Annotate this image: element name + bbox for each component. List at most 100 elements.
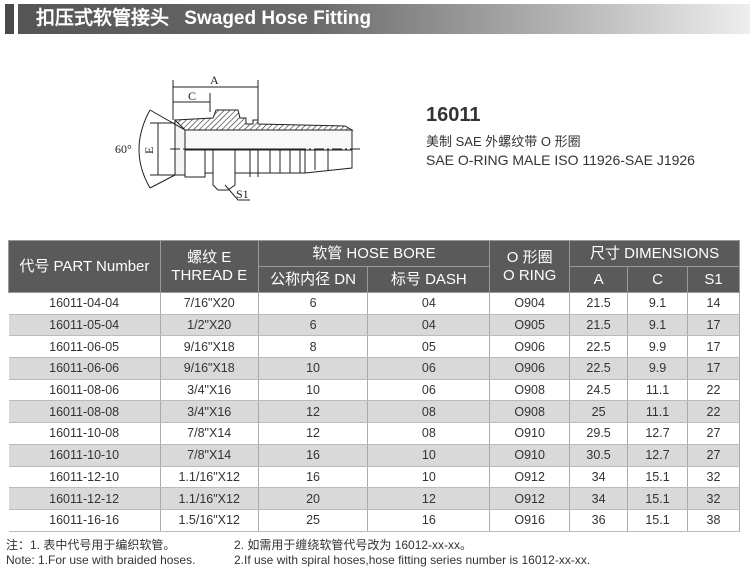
cell-dim-a: 22.5 [569,357,629,380]
cell-part-number: 16011-08-06 [8,379,161,402]
note-en-1: Note: 1.For use with braided hoses. [6,553,196,567]
cell-part-number: 16011-04-04 [8,292,161,315]
cell-o-ring: O910 [489,422,571,445]
product-info: 16011 美制 SAE 外螺纹带 O 形圈 SAE O-RING MALE I… [426,104,695,168]
label-angle: 60° [115,142,132,156]
cell-part-number: 16011-08-08 [8,400,161,424]
col-dimensions: 尺寸 DIMENSIONS [569,240,740,267]
cell-dim-c: 9.9 [627,357,688,380]
cell-dim-c: 9.9 [627,335,688,359]
cell-dn: 25 [258,509,369,532]
cell-thread: 7/16"X20 [160,292,259,315]
cell-thread: 7/8"X14 [160,422,259,445]
col-thread-cn: 螺纹 E [187,248,232,266]
cell-dn: 16 [258,444,369,467]
label-e: E [142,147,156,154]
cell-part-number: 16011-06-05 [8,335,161,359]
cell-dim-a: 34 [569,466,629,489]
col-thread: 螺纹 E THREAD E [159,240,259,293]
table-row: 16011-16-16 1.5/16"X12 25 16 O916 36 15.1 38 [8,509,740,532]
cell-o-ring: O906 [489,357,571,380]
cell-dim-s1: 14 [687,292,740,315]
cell-dim-c: 11.1 [627,379,688,402]
col-oring-en: O RING [503,266,557,284]
note-cn-1: 注：1. 表中代号用于编织软管。 [6,538,176,552]
cell-dn: 10 [258,357,369,380]
table-row: 16011-05-04 1/2"X20 6 04 O905 21.5 9.1 17 [8,314,740,337]
cell-thread: 9/16"X18 [160,357,259,380]
cell-dn: 12 [258,400,369,424]
cell-o-ring: O906 [489,335,571,359]
col-dash: 标号 DASH [367,266,491,293]
cell-part-number: 16011-12-10 [8,466,161,489]
table-row: 16011-06-06 9/16"X18 10 06 O906 22.5 9.9 17 [8,357,740,380]
cell-dash: 10 [367,444,491,467]
header-accent [5,4,14,34]
cell-dn: 10 [258,379,369,402]
cell-dim-s1: 32 [687,487,740,510]
cell-dash: 06 [367,357,491,380]
cell-dn: 6 [258,314,369,337]
table-row: 16011-10-10 7/8"X14 16 10 O910 30.5 12.7 27 [8,444,740,467]
cell-part-number: 16011-12-12 [8,487,161,510]
cell-part-number: 16011-06-06 [8,357,161,380]
cell-dim-c: 9.1 [627,292,688,315]
cell-thread: 1.5/16"X12 [160,509,259,532]
table-row: 16011-12-10 1.1/16"X12 16 10 O912 34 15.1 32 [8,466,740,489]
cell-part-number: 16011-10-08 [8,422,161,445]
cell-dim-c: 15.1 [627,466,688,489]
cell-dash: 12 [367,487,491,510]
cell-thread: 3/4"X16 [160,379,259,402]
cell-dim-s1: 22 [687,379,740,402]
cell-thread: 1.1/16"X12 [160,487,259,510]
cell-dash: 06 [367,379,491,402]
cell-dim-s1: 17 [687,357,740,380]
col-part: 代号 PART Number [8,240,161,293]
table-row: 16011-10-08 7/8"X14 12 08 O910 29.5 12.7 27 [8,422,740,445]
col-hose-bore: 软管 HOSE BORE [257,240,491,267]
cell-dash: 16 [367,509,491,532]
note-en-2: 2.If use with spiral hoses,hose fitting … [234,553,591,567]
col-oring: O 形圈 O RING [489,240,571,293]
cell-part-number: 16011-16-16 [8,509,161,532]
label-a: A [210,73,219,87]
cell-dn: 12 [258,422,369,445]
fitting-drawing: A C E 60° S1 [115,73,360,201]
cell-dash: 04 [367,292,491,315]
col-s1: S1 [687,266,740,293]
title-cn: 扣压式软管接头 [36,8,170,29]
table-row: 16011-08-08 3/4"X16 12 08 O908 25 11.1 22 [8,400,740,424]
cell-part-number: 16011-10-10 [8,444,161,467]
cell-dim-s1: 17 [687,335,740,359]
cell-thread: 7/8"X14 [160,444,259,467]
product-desc-en: SAE O-RING MALE ISO 11926-SAE J1926 [426,152,695,168]
cell-dim-c: 11.1 [627,400,688,424]
cell-dim-c: 15.1 [627,487,688,510]
col-dn: 公称内径 DN [257,266,369,293]
cell-thread: 3/4"X16 [160,400,259,424]
table-row: 16011-08-06 3/4"X16 10 06 O908 24.5 11.1 22 [8,379,740,402]
cell-o-ring: O912 [489,487,571,510]
spec-table: 代号 PART Number 螺纹 E THREAD E 软管 HOSE BORE… [8,240,740,532]
cell-dn: 20 [258,487,369,510]
cell-dn: 6 [258,292,369,315]
cell-o-ring: O904 [489,292,571,315]
cell-o-ring: O910 [489,444,571,467]
cell-dim-a: 25 [569,400,629,424]
cell-dim-c: 12.7 [627,422,688,445]
table-row: 16011-12-12 1.1/16"X12 20 12 O912 34 15.1 32 [8,487,740,510]
cell-o-ring: O908 [489,400,571,424]
product-desc-cn: 美制 SAE 外螺纹带 O 形圈 [426,134,581,149]
cell-dash: 05 [367,335,491,359]
cell-dash: 04 [367,314,491,337]
title-en: Swaged Hose Fitting [184,8,372,29]
cell-dash: 08 [367,400,491,424]
cell-thread: 1.1/16"X12 [160,466,259,489]
cell-dim-a: 21.5 [569,314,629,337]
notes: 注：1. 表中代号用于编织软管。 2. 如需用于缠绕软管代号改为 16012-xx… [6,538,590,568]
cell-dim-a: 22.5 [569,335,629,359]
col-oring-cn: O 形圈 [506,248,553,266]
table-row: 16011-06-05 9/16"X18 8 05 O906 22.5 9.9 17 [8,335,740,359]
col-a: A [569,266,629,293]
cell-dash: 08 [367,422,491,445]
